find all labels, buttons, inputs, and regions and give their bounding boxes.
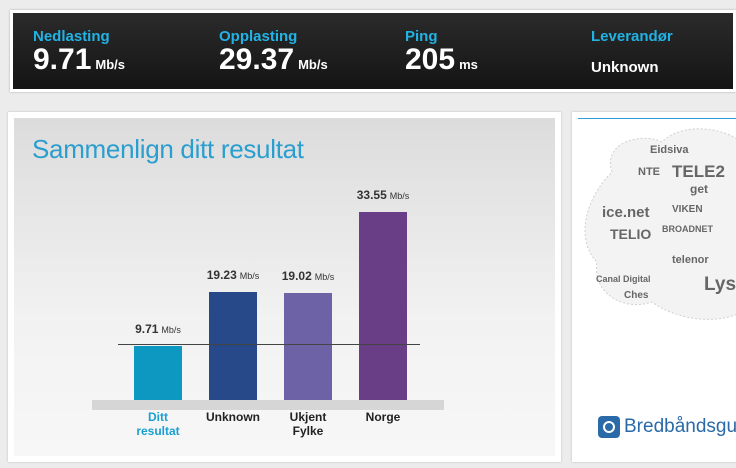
stat-number: 29.37 — [219, 43, 295, 76]
provider-logo: Canal Digital — [596, 274, 651, 284]
stat-label: Opplasting — [219, 28, 298, 45]
provider-logo: Ches — [624, 290, 649, 301]
category-label: Unknown — [206, 410, 260, 424]
stat-label: Leverandør — [591, 28, 673, 45]
cloud-shape — [584, 128, 736, 320]
provider-logo: ice.net — [602, 204, 650, 221]
stat-label: Nedlasting — [33, 28, 110, 45]
chart-area: Sammenlign ditt resultat 9.71 Mb/s Ditt re… — [14, 118, 555, 456]
category-label: Ditt resultat — [136, 410, 180, 438]
provider-logo: get — [690, 182, 708, 196]
provider-logo: Lyse — [704, 274, 736, 295]
value-unit: Mb/s — [161, 324, 181, 335]
value-label: 19.23 Mb/s — [188, 268, 278, 282]
stat-provider: Unknown — [591, 59, 659, 76]
value-number: 33.55 — [356, 188, 387, 202]
brand-name: Bredbåndsguid — [624, 416, 736, 437]
bar — [209, 292, 257, 400]
provider-logo: Eidsiva — [650, 144, 689, 156]
value-unit: Mb/s — [389, 191, 410, 201]
bar — [359, 212, 407, 400]
provider-logo: BROADNET — [662, 224, 713, 234]
reference-line — [118, 343, 420, 345]
stat-value: 29.37 Mb/s — [219, 43, 328, 77]
stat-value: 205 ms — [405, 43, 478, 77]
bar — [284, 293, 332, 400]
category-label: Ukjent Fylke — [289, 410, 327, 438]
logo-cloud — [584, 128, 736, 320]
result-bar: Nedlasting 9.71 Mb/s Opplasting 29.37 Mb/s Pin… — [10, 10, 736, 92]
value-unit: Mb/s — [314, 272, 335, 283]
value-unit: Mb/s — [239, 271, 260, 282]
value-label: 19.02 Mb/s — [263, 269, 353, 283]
divider — [578, 118, 736, 119]
value-number: 19.02 — [281, 269, 312, 284]
compare-panel: Sammenlign ditt resultat 9.71 Mb/s Ditt re… — [8, 112, 561, 462]
category-label: Norge — [365, 410, 401, 424]
stat-number: 9.71 — [33, 43, 92, 76]
provider-logo: VIKEN — [672, 204, 703, 215]
stat-unit: ms — [459, 57, 478, 72]
chart-title: Sammenlign ditt resultat — [32, 134, 304, 164]
value-label: 9.71 Mb/s — [113, 322, 203, 336]
provider-logo: TELIO — [610, 226, 652, 242]
brand-icon — [598, 416, 620, 438]
provider-logo: telenor — [672, 254, 709, 266]
value-number: 19.23 — [206, 268, 237, 283]
bar — [134, 345, 182, 400]
value-label: 33.55 Mb/s — [338, 188, 428, 202]
stat-unit: Mb/s — [95, 57, 126, 72]
provider-logo: TELE2 — [672, 162, 725, 181]
stat-value: 9.71 Mb/s — [33, 43, 125, 77]
stat-number: 205 — [405, 43, 456, 76]
value-number: 9.71 — [135, 321, 159, 336]
provider-logo: NTE — [638, 166, 660, 178]
stat-label: Ping — [405, 28, 438, 45]
stat-unit: Mb/s — [298, 57, 328, 72]
floor — [92, 400, 444, 410]
